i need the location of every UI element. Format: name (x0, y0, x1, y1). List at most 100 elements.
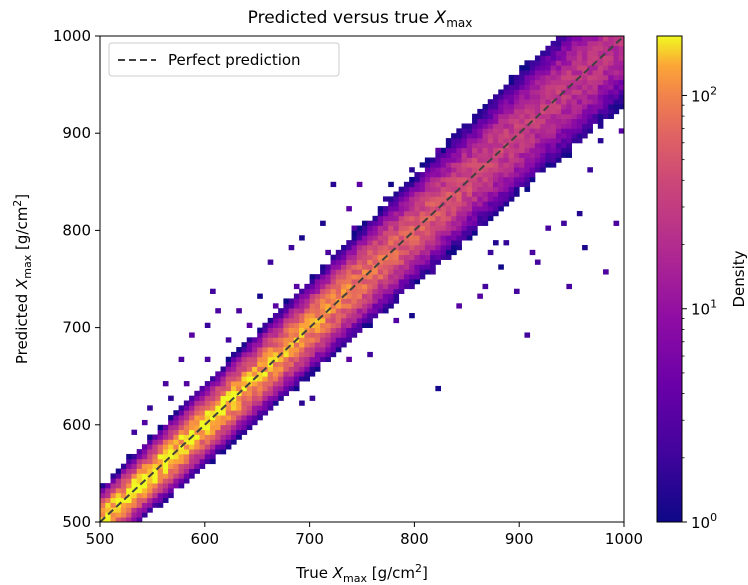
heatmap-cell (120, 478, 127, 484)
heatmap-cell (388, 264, 394, 270)
heatmap-cell (157, 502, 164, 508)
heatmap-outlier-cell (236, 308, 242, 314)
x-tick-label: 1000 (605, 530, 643, 548)
heatmap-cell (524, 123, 531, 129)
heatmap-cell (587, 89, 593, 95)
heatmap-cell (246, 400, 253, 406)
heatmap-cell (314, 351, 321, 358)
heatmap-cell (351, 274, 358, 280)
heatmap-cell (508, 162, 515, 168)
heatmap-cell (372, 244, 379, 251)
heatmap-cell (377, 308, 384, 314)
heatmap-cell (194, 439, 200, 445)
heatmap-cell (356, 327, 363, 333)
heatmap-cell (215, 376, 221, 382)
heatmap-cell (278, 347, 284, 353)
heatmap-cell (351, 240, 358, 246)
heatmap-cell (346, 274, 352, 280)
heatmap-cell (487, 196, 494, 202)
heatmap-cell (435, 196, 441, 202)
heatmap-cell (136, 478, 143, 484)
heatmap-cell (550, 89, 557, 95)
heatmap-cell (173, 453, 179, 460)
heatmap-cell (566, 108, 572, 115)
heatmap-cell (299, 347, 305, 353)
heatmap-cell (519, 138, 525, 144)
heatmap-cell (529, 152, 536, 158)
heatmap-cell (482, 201, 489, 207)
heatmap-cell (592, 45, 599, 51)
heatmap-cell (513, 176, 520, 183)
heatmap-cell (540, 70, 546, 76)
heatmap-cell (398, 274, 405, 280)
heatmap-cell (513, 99, 520, 105)
heatmap-cell (409, 206, 415, 212)
heatmap-cell (545, 152, 552, 158)
heatmap-cell (304, 283, 310, 290)
heatmap-cell (445, 225, 452, 231)
heatmap-cell (445, 152, 452, 158)
heatmap-cell (377, 269, 384, 275)
heatmap-cell (178, 434, 185, 440)
heatmap-outlier-cell (267, 259, 274, 265)
heatmap-cell (461, 157, 468, 163)
heatmap-cell (571, 70, 578, 76)
heatmap-cell (367, 283, 373, 290)
heatmap-cell (335, 254, 342, 260)
heatmap-cell (215, 385, 221, 392)
heatmap-cell (534, 123, 541, 129)
heatmap-cell (524, 89, 531, 95)
heatmap-cell (377, 220, 384, 226)
heatmap-cell (461, 123, 468, 129)
heatmap-cell (482, 133, 489, 139)
heatmap-cell (603, 74, 609, 81)
heatmap-cell (430, 196, 436, 202)
heatmap-cell (529, 147, 536, 154)
heatmap-cell (456, 172, 462, 178)
heatmap-cell (519, 74, 525, 81)
heatmap-cell (566, 118, 572, 124)
heatmap-cell (299, 313, 305, 319)
heatmap-cell (262, 376, 269, 382)
heatmap-cell (225, 444, 232, 450)
heatmap-cell (566, 138, 572, 144)
heatmap-cell (356, 254, 363, 260)
heatmap-cell (545, 99, 552, 105)
heatmap-cell (487, 162, 494, 168)
heatmap-cell (493, 108, 499, 115)
heatmap-cell (587, 70, 593, 76)
heatmap-cell (346, 313, 352, 319)
heatmap-cell (157, 497, 164, 503)
heatmap-cell (534, 65, 541, 71)
heatmap-cell (325, 264, 331, 270)
heatmap-cell (377, 293, 384, 299)
heatmap-cell (388, 225, 394, 231)
heatmap-cell (382, 288, 389, 294)
heatmap-outlier-cell (183, 381, 190, 387)
heatmap-cell (215, 405, 221, 411)
heatmap-cell (561, 152, 567, 158)
heatmap-outlier-cell (503, 240, 510, 246)
heatmap-cell (451, 210, 457, 217)
heatmap-cell (466, 220, 473, 226)
heatmap-cell (299, 371, 305, 377)
heatmap-cell (241, 419, 248, 426)
heatmap-cell (199, 449, 206, 455)
heatmap-cell (592, 118, 599, 124)
heatmap-cell (382, 274, 389, 280)
heatmap-cell (540, 113, 546, 120)
heatmap-cell (231, 385, 237, 392)
heatmap-cell (304, 308, 310, 314)
heatmap-cell (445, 186, 452, 192)
heatmap-cell (283, 351, 290, 358)
heatmap-cell (372, 220, 379, 226)
heatmap-cell (403, 264, 410, 270)
heatmap-cell (162, 473, 169, 479)
heatmap-outlier-cell (435, 385, 441, 392)
heatmap-cell (325, 283, 331, 290)
heatmap-cell (288, 347, 295, 353)
heatmap-cell (498, 99, 504, 105)
heatmap-cell (372, 240, 379, 246)
heatmap-cell (257, 342, 263, 348)
heatmap-cell (529, 104, 536, 110)
